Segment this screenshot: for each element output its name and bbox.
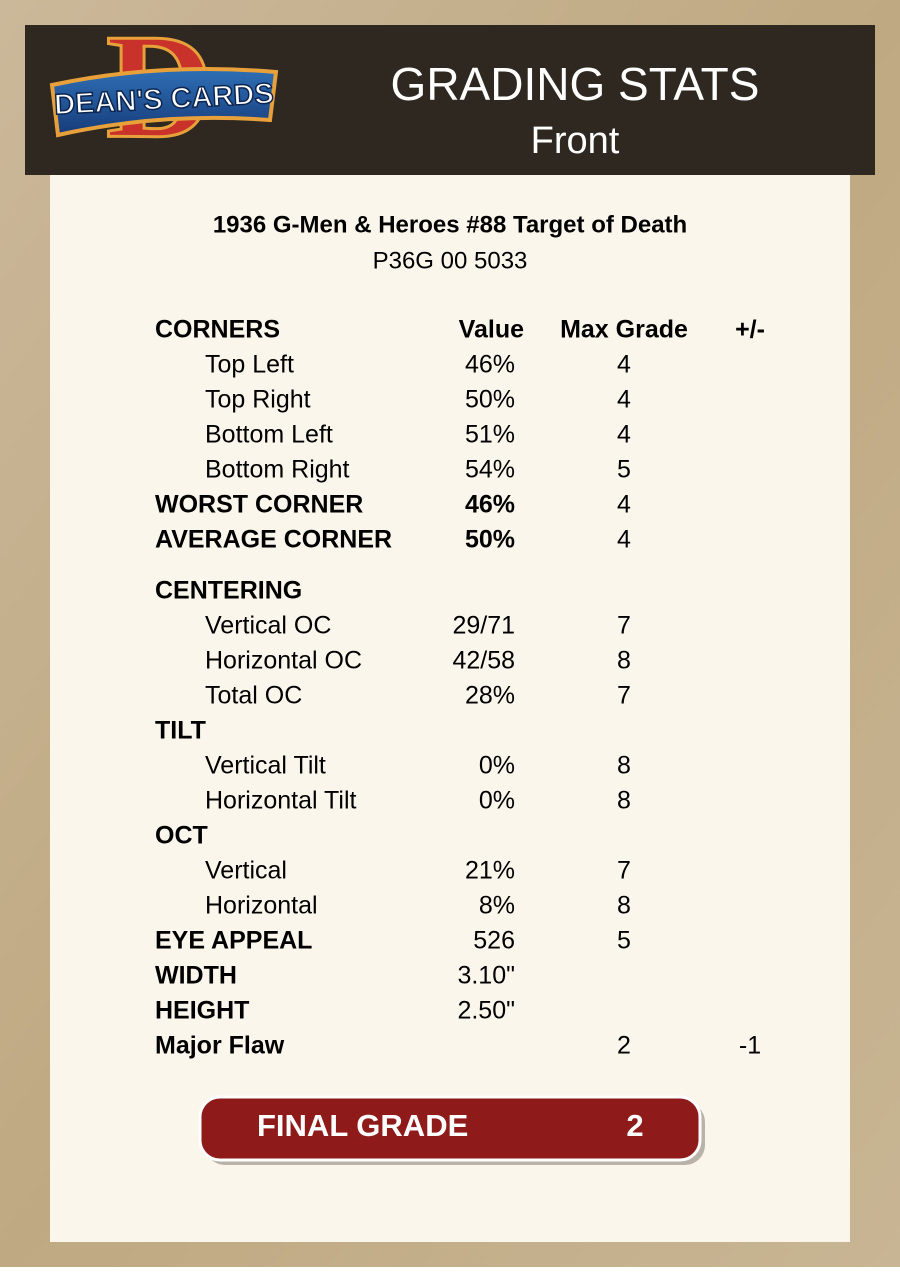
- row-label: OCT: [155, 822, 208, 850]
- logo: D DEAN'S CARDS: [49, 2, 279, 171]
- row-value: 50%: [465, 526, 515, 554]
- row-value: 46%: [465, 491, 515, 519]
- row-max-grade: 4: [617, 386, 631, 414]
- row-max-grade: 5: [617, 927, 631, 955]
- row-label: Major Flaw: [155, 1032, 285, 1060]
- row-label: TILT: [155, 717, 206, 745]
- row-value: 54%: [465, 456, 515, 484]
- row-label: WIDTH: [155, 962, 237, 990]
- row-label: Vertical Tilt: [205, 752, 326, 780]
- row-label: HEIGHT: [155, 997, 249, 1025]
- row-max-grade: 8: [617, 787, 631, 815]
- final-grade: FINAL GRADE 2: [198, 1095, 705, 1165]
- card-title: 1936 G-Men & Heroes #88 Target of Death: [213, 211, 687, 238]
- row-label: CENTERING: [155, 577, 302, 605]
- column-header: Value: [459, 316, 524, 344]
- row-max-grade: 4: [617, 421, 631, 449]
- final-value: 2: [626, 1108, 643, 1143]
- row-label: WORST CORNER: [155, 491, 363, 519]
- row-max-grade: 7: [617, 682, 631, 710]
- row-value: 29/71: [452, 612, 515, 640]
- row-value: 3.10": [457, 962, 515, 990]
- row-label: Horizontal Tilt: [205, 787, 356, 815]
- row-value: 46%: [465, 351, 515, 379]
- row-label: Bottom Left: [205, 421, 333, 449]
- row-adjustment: -1: [739, 1032, 761, 1060]
- column-header: Max Grade: [560, 316, 688, 344]
- row-value: 21%: [465, 857, 515, 885]
- stats-table: CORNERS Value Max Grade +/- Top Left 46% 4 Top …: [155, 316, 765, 1060]
- row-max-grade: 8: [617, 892, 631, 920]
- row-value: 51%: [465, 421, 515, 449]
- row-max-grade: 5: [617, 456, 631, 484]
- row-value: 42/58: [452, 647, 515, 675]
- row-label: Total OC: [205, 682, 302, 710]
- row-max-grade: 8: [617, 647, 631, 675]
- row-value: 0%: [479, 752, 515, 780]
- row-label: Horizontal OC: [205, 647, 362, 675]
- row-label: Horizontal: [205, 892, 318, 920]
- row-max-grade: 7: [617, 857, 631, 885]
- row-label: EYE APPEAL: [155, 927, 312, 955]
- header-title: GRADING STATS: [391, 58, 760, 110]
- row-label: Top Right: [205, 386, 311, 414]
- row-label: Top Left: [205, 351, 294, 379]
- row-label: AVERAGE CORNER: [155, 526, 392, 554]
- row-value: 50%: [465, 386, 515, 414]
- row-label: Bottom Right: [205, 456, 350, 484]
- row-max-grade: 8: [617, 752, 631, 780]
- column-header: CORNERS: [155, 316, 280, 344]
- row-value: 526: [473, 927, 515, 955]
- card-cert: P36G 00 5033: [373, 247, 528, 274]
- panel: [50, 175, 850, 1242]
- row-value: 2.50": [457, 997, 515, 1025]
- row-label: Vertical OC: [205, 612, 331, 640]
- row-max-grade: 4: [617, 491, 631, 519]
- row-value: 8%: [479, 892, 515, 920]
- final-label: FINAL GRADE: [257, 1108, 468, 1143]
- logo-ribbon: [49, 66, 279, 138]
- row-max-grade: 4: [617, 526, 631, 554]
- column-header: +/-: [735, 316, 765, 344]
- row-max-grade: 7: [617, 612, 631, 640]
- row-max-grade: 2: [617, 1032, 631, 1060]
- row-value: 28%: [465, 682, 515, 710]
- row-max-grade: 4: [617, 351, 631, 379]
- row-value: 0%: [479, 787, 515, 815]
- row-label: Vertical: [205, 857, 287, 885]
- final-box: [198, 1095, 702, 1162]
- header-subtitle: Front: [531, 120, 620, 162]
